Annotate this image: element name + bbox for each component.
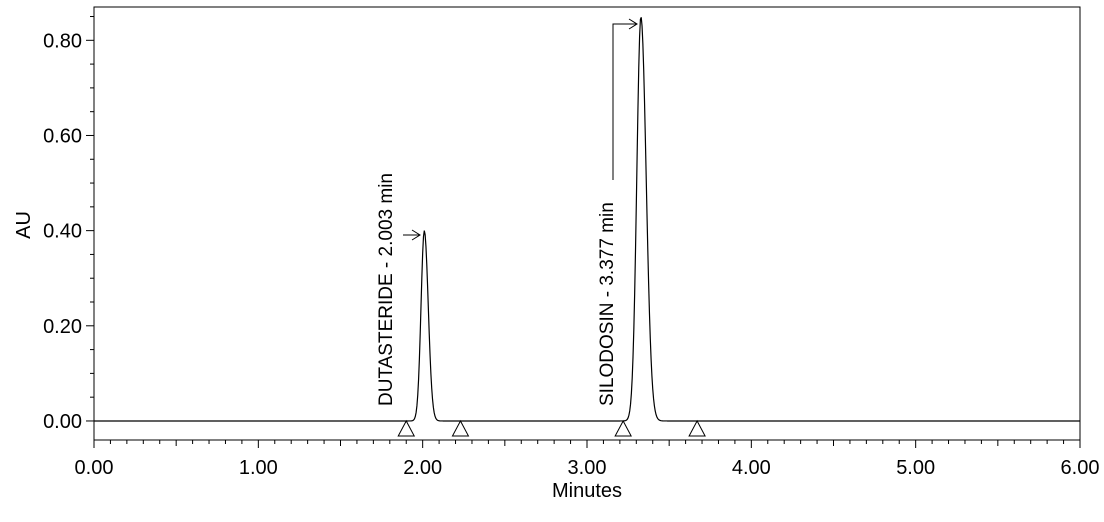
y-tick-label: 0.60 xyxy=(43,125,82,147)
detector-trace xyxy=(94,17,1080,422)
peak-label-silodosin: SILODOSIN - 3.377 min xyxy=(597,202,618,406)
peak-label-dutasteride: DUTASTERIDE - 2.003 min xyxy=(376,173,397,406)
baseline-marker xyxy=(688,419,706,437)
peak-arrow-head-silodosin xyxy=(628,18,638,30)
y-tick-label: 0.00 xyxy=(43,411,82,433)
y-tick-label: 0.40 xyxy=(43,221,82,243)
x-tick-label: 6.00 xyxy=(1061,457,1100,479)
y-tick-label: 0.20 xyxy=(43,316,82,338)
plot-frame xyxy=(93,6,1081,441)
x-tick-label: 5.00 xyxy=(896,457,935,479)
x-tick-label: 3.00 xyxy=(568,457,607,479)
baseline-marker xyxy=(397,419,416,437)
x-tick-label: 0.00 xyxy=(75,457,114,479)
y-axis-title: AU xyxy=(13,211,35,239)
y-tick-label: 0.80 xyxy=(43,30,82,52)
baseline-marker xyxy=(614,419,632,437)
x-tick-label: 2.00 xyxy=(403,457,442,479)
peak-arrow-head-dutasteride xyxy=(411,229,421,241)
x-tick-label: 4.00 xyxy=(732,457,771,479)
x-tick-label: 1.00 xyxy=(239,457,278,479)
baseline-marker xyxy=(451,419,470,437)
peak-arrow-silodosin xyxy=(612,23,637,180)
x-axis-title: Minutes xyxy=(552,480,622,502)
